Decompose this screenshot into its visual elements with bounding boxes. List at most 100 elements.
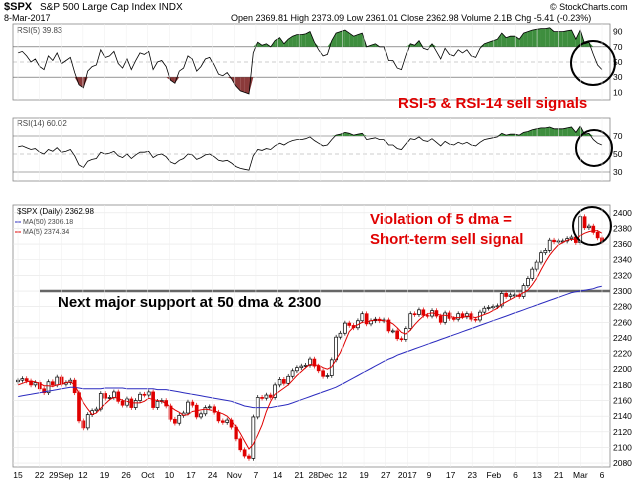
x-tick-label: 13 [532,470,542,480]
candle-body [273,384,277,398]
x-tick-label: 17 [446,470,456,480]
x-tick-label: Oct [141,470,155,480]
rsi5-overbought-fill [540,28,546,47]
candle-body [173,418,177,424]
rsi5-oversold-fill [170,77,175,84]
candle-body [417,309,421,315]
x-tick-label: Mar [573,470,588,480]
x-tick-label: 6 [513,470,518,480]
rsi14-overbought-fill [545,127,550,136]
candle-body [290,370,295,377]
candle-body [334,336,338,361]
price-tick-label: 2340 [613,255,632,265]
price-tick-label: 2320 [613,270,632,280]
rsi5-overbought-fill [519,33,524,47]
rsi5-oversold-fill [244,77,249,94]
price-tick-label: 2360 [613,239,632,249]
rsi5-overbought-fill [532,29,537,47]
x-tick-label: 9 [427,470,432,480]
violation-annotation-line2: Short-term sell signal [370,231,523,248]
candle-body [347,322,352,326]
price-sell-circle [572,206,612,246]
rsi5-overbought-fill [353,34,358,47]
ma5-line [17,230,603,450]
candle-body [556,240,561,243]
candle-body [85,414,90,429]
rsi5-tick-label: 10 [613,87,623,97]
candle-body [203,407,208,415]
candle-body [443,312,447,323]
candle-body [399,338,404,341]
candle-body [24,378,29,382]
candle-body [421,309,426,316]
rsi14-overbought-fill [571,127,576,136]
rsi14-panel: 70 50 30 RSI(14) 60.02 [12,117,623,182]
price-tick-label: 2100 [613,442,632,452]
x-tick-label: 2017 [398,470,417,480]
candle-body [595,232,600,239]
rsi5-tick-label: 90 [613,27,623,37]
rsi5-overbought-fill [510,36,515,47]
x-tick-label: 15 [13,470,23,480]
candle-body [386,319,391,332]
rsi-sell-annotation: RSI-5 & RSI-14 sell signals [398,95,587,112]
rsi5-label: RSI(5) 39.83 [17,26,63,35]
candle-body [321,370,325,377]
candle-body [504,293,508,297]
candle-body [482,307,487,313]
price-panel: 2400 2380 2360 2340 2320 2300 2280 2260 2240 2220… [12,204,632,468]
candle-body [138,393,142,401]
x-tick-label: 29Sep [49,470,74,480]
rsi5-overbought-fill [558,31,563,47]
candle-body [308,358,312,366]
candle-body [412,313,417,316]
x-tick-label: 28Dec [309,470,334,480]
price-tick-label: 2380 [613,223,632,233]
rsi5-overbought-fill [357,33,363,47]
candle-body [146,391,151,396]
price-legend-ma5: MA(5) 2374.34 [23,229,69,236]
price-tick-label: 2220 [613,349,632,359]
candle-body [46,381,51,394]
candle-body [216,411,221,422]
price-tick-label: 2160 [613,396,632,406]
candle-body [338,332,343,338]
rsi14-sell-circle [575,129,613,167]
candle-body [51,381,55,386]
candle-body [438,315,443,323]
candle-body [116,391,121,402]
rsi14-overbought-fill [558,128,563,136]
candle-body [473,318,478,321]
candle-body [251,416,256,459]
rsi5-overbought-fill [336,31,341,47]
candle-body [142,393,147,396]
candle-body [552,239,556,243]
symbol-title: $SPX [4,1,33,13]
rsi5-overbought-fill [584,42,589,47]
candle-body [229,419,234,428]
x-tick-label: 19 [100,470,110,480]
candle-body [98,393,103,410]
price-legend-main: $SPX (Daily) 2362.98 [17,207,94,216]
price-tick-label: 2180 [613,380,632,390]
candle-body [168,405,173,420]
x-tick-label: 17 [186,470,196,480]
rsi5-tick-label: 50 [613,57,623,67]
candle-body [282,379,286,384]
x-tick-label: 10 [165,470,175,480]
rsi5-overbought-fill [331,33,337,47]
candle-body [526,278,530,286]
rsi14-overbought-fill [497,133,502,136]
x-tick-label: 6 [600,470,605,480]
candle-body [547,239,552,251]
rsi14-overbought-fill [510,134,515,136]
candle-body [364,313,369,325]
price-tick-label: 2120 [613,427,632,437]
quote-date: 8-Mar-2017 [4,13,51,23]
candle-body [42,388,46,394]
candle-body [220,420,225,423]
rsi5-overbought-fill [554,31,559,47]
rsi5-oversold-fill [74,77,80,85]
rsi5-overbought-fill [527,30,533,47]
